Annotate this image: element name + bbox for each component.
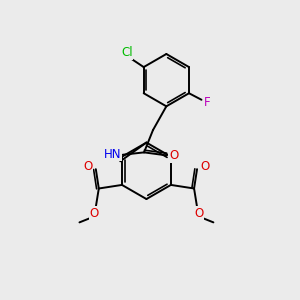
Text: Cl: Cl xyxy=(121,46,133,59)
Text: HN: HN xyxy=(104,148,121,161)
Text: O: O xyxy=(201,160,210,173)
Text: F: F xyxy=(203,96,210,109)
Text: O: O xyxy=(169,149,178,162)
Text: O: O xyxy=(90,207,99,220)
Text: O: O xyxy=(194,207,203,220)
Text: O: O xyxy=(83,160,92,173)
